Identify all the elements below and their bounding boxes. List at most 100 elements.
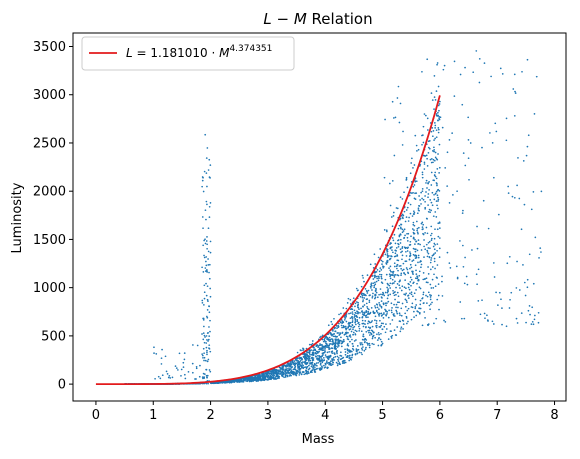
scatter-point — [417, 207, 420, 210]
scatter-point — [422, 125, 425, 128]
scatter-point — [421, 197, 423, 200]
scatter-point — [291, 362, 294, 364]
scatter-point — [406, 186, 409, 189]
scatter-point — [434, 171, 437, 174]
scatter-point — [326, 351, 329, 354]
scatter-point — [314, 349, 317, 352]
scatter-point — [492, 176, 495, 179]
scatter-point — [204, 336, 206, 338]
legend-label-mid: = 1.181010 · — [133, 46, 219, 60]
scatter-point — [461, 103, 464, 106]
scatter-point — [358, 351, 361, 354]
scatter-point — [381, 328, 384, 331]
scatter-point — [206, 315, 208, 318]
scatter-point — [329, 355, 332, 358]
scatter-point — [378, 302, 380, 304]
scatter-point — [206, 309, 209, 311]
scatter-point — [201, 353, 204, 355]
scatter-point — [204, 267, 207, 269]
scatter-point — [203, 325, 205, 328]
scatter-point — [391, 249, 393, 251]
scatter-point — [525, 321, 527, 324]
scatter-point — [329, 331, 332, 334]
scatter-point — [382, 266, 384, 269]
scatter-point — [373, 284, 376, 287]
scatter-point — [386, 253, 389, 255]
scatter-point — [378, 293, 380, 296]
scatter-point — [301, 371, 304, 374]
scatter-point — [206, 271, 208, 273]
scatter-point — [432, 130, 435, 132]
scatter-point — [402, 320, 405, 322]
scatter-point — [386, 259, 389, 262]
scatter-point — [287, 371, 290, 374]
scatter-point — [344, 325, 347, 328]
scatter-point — [335, 342, 338, 344]
scatter-point — [310, 365, 313, 368]
scatter-point — [427, 182, 429, 184]
scatter-point — [379, 273, 381, 276]
scatter-point — [206, 360, 209, 363]
scatter-point — [422, 291, 425, 294]
scatter-point — [224, 381, 227, 384]
scatter-point — [403, 228, 406, 231]
scatter-point — [392, 289, 394, 292]
scatter-point — [528, 253, 531, 256]
scatter-point — [365, 330, 368, 333]
scatter-point — [331, 323, 334, 326]
scatter-point — [412, 221, 415, 224]
scatter-point — [415, 273, 418, 275]
scatter-point — [436, 194, 439, 197]
scatter-point — [396, 267, 398, 270]
scatter-point — [154, 377, 156, 380]
scatter-point — [205, 335, 208, 337]
scatter-point — [410, 306, 413, 308]
scatter-point — [467, 116, 470, 119]
scatter-point — [362, 322, 365, 325]
scatter-point — [401, 258, 403, 261]
scatter-point — [391, 319, 394, 321]
scatter-point — [408, 258, 411, 261]
scatter-point — [417, 232, 419, 235]
scatter-point — [357, 325, 360, 328]
scatter-point — [374, 281, 376, 284]
scatter-point — [376, 296, 379, 299]
scatter-point — [390, 302, 393, 305]
scatter-point — [354, 317, 356, 320]
scatter-point — [412, 253, 415, 256]
scatter-point — [367, 312, 370, 315]
scatter-point — [358, 308, 360, 310]
scatter-point — [398, 234, 401, 237]
scatter-point — [436, 62, 439, 64]
scatter-point — [166, 373, 169, 375]
scatter-point — [381, 293, 384, 296]
scatter-point — [267, 378, 270, 381]
scatter-point — [335, 325, 338, 327]
scatter-point — [398, 312, 401, 315]
scatter-point — [407, 320, 409, 323]
scatter-point — [438, 308, 440, 311]
scatter-point — [400, 328, 402, 330]
scatter-point — [346, 302, 349, 304]
scatter-point — [425, 182, 427, 184]
scatter-point — [365, 298, 368, 301]
scatter-point — [338, 339, 341, 342]
scatter-point — [427, 210, 430, 213]
scatter-point — [349, 340, 351, 343]
scatter-point — [333, 352, 336, 355]
scatter-point — [281, 373, 284, 376]
scatter-point — [516, 184, 518, 187]
scatter-point — [298, 367, 301, 370]
scatter-point — [517, 157, 519, 159]
scatter-point — [530, 323, 533, 325]
scatter-point — [412, 247, 415, 250]
x-tick-label: 2 — [206, 408, 214, 423]
scatter-point — [391, 307, 393, 309]
scatter-point — [385, 323, 387, 325]
scatter-points — [123, 50, 543, 385]
scatter-point — [333, 342, 336, 345]
scatter-point — [349, 351, 351, 354]
scatter-point — [438, 190, 441, 192]
scatter-point — [341, 342, 344, 344]
